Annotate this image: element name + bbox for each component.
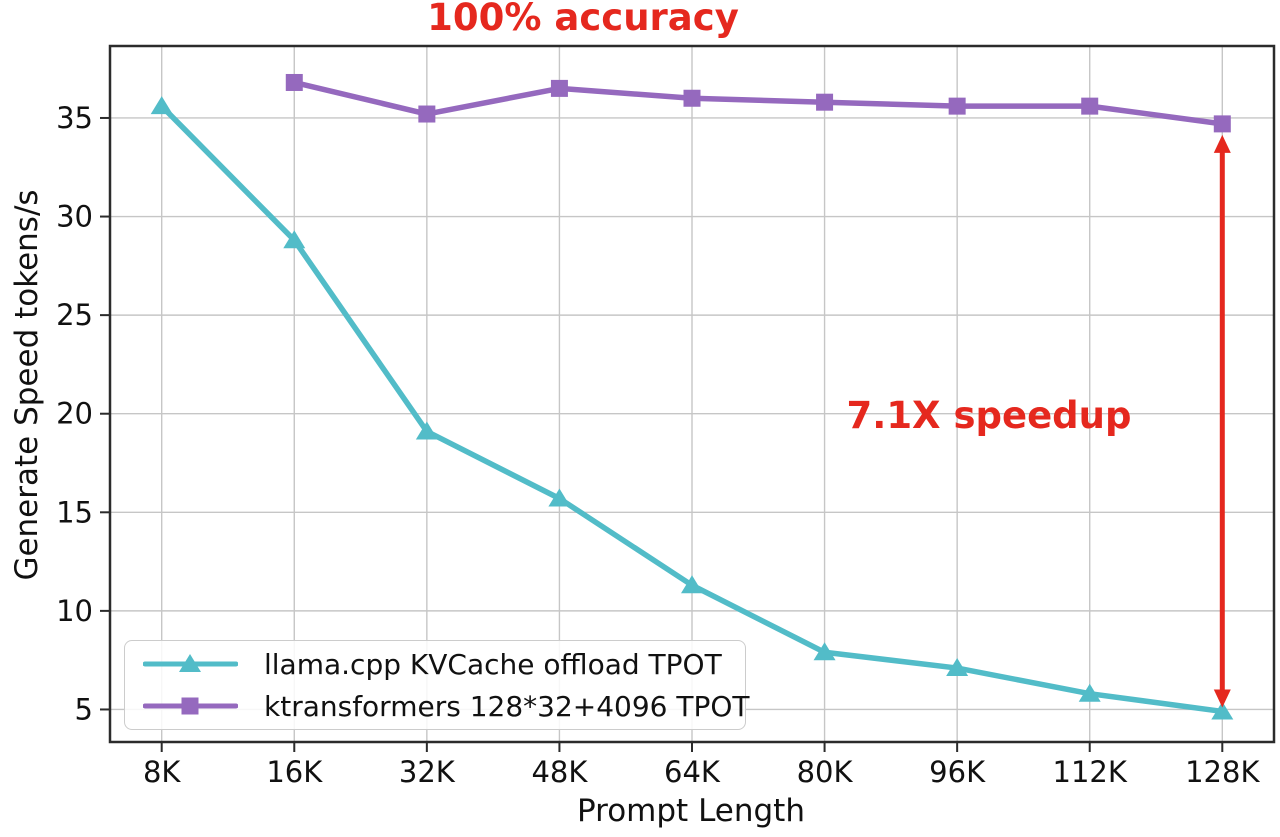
y-tick-label-35: 35 (56, 101, 93, 135)
y-tick-label-10: 10 (56, 594, 93, 628)
marker-square (816, 93, 834, 111)
x-tick-label-8K: 8K (143, 755, 181, 789)
x-tick-label-16K: 16K (266, 755, 323, 789)
x-tick-label-80K: 80K (797, 755, 854, 789)
y-tick-label-30: 30 (56, 200, 93, 234)
chart-title: 100% accuracy (427, 0, 739, 39)
speedup-arrow-head-up-icon (1213, 134, 1231, 153)
x-tick-label-112K: 112K (1053, 755, 1128, 789)
plot-border (108, 44, 1276, 744)
marker-square (1213, 115, 1231, 133)
marker-square (418, 105, 436, 123)
x-tick-label-128K: 128K (1185, 755, 1260, 789)
legend-label-llama: llama.cpp KVCache offload TPOT (264, 647, 722, 681)
x-tick-label-64K: 64K (664, 755, 721, 789)
marker-square (285, 73, 303, 91)
y-tick-label-5: 5 (75, 692, 93, 726)
x-tick-label-48K: 48K (531, 755, 588, 789)
y-axis-label: Generate Speed tokens/s (9, 189, 45, 581)
speedup-arrow-head-down-icon (1213, 689, 1231, 708)
marker-square (1081, 97, 1099, 115)
series-line-1 (291, 79, 1226, 127)
marker-triangle (548, 488, 571, 507)
x-tick-label-96K: 96K (929, 755, 986, 789)
legend-sample-marker-square (181, 697, 199, 715)
legend: llama.cpp KVCache offload TPOT ktransfor… (124, 640, 750, 730)
marker-square (550, 79, 568, 97)
marker-triangle (150, 96, 173, 115)
legend-item-llama: llama.cpp KVCache offload TPOT (143, 647, 745, 681)
marker-triangle (1211, 701, 1234, 720)
legend-ktransformers-line-square-icon (143, 697, 238, 715)
marker-triangle (681, 575, 703, 594)
legend-label-ktransformers: ktransformers 128*32+4096 TPOT (264, 689, 750, 723)
marker-square (683, 89, 701, 107)
marker-triangle (1078, 683, 1101, 702)
marker-triangle (813, 642, 836, 661)
speedup-annotation: 7.1X speedup (846, 394, 1132, 437)
y-tick-label-25: 25 (56, 298, 93, 332)
legend-llama-line-triangle-icon (143, 654, 238, 672)
y-tick-label-20: 20 (56, 397, 93, 431)
legend-sample-marker-triangle (179, 654, 201, 672)
marker-triangle (415, 421, 438, 440)
marker-square (948, 97, 966, 115)
x-axis-label: Prompt Length (577, 793, 805, 829)
legend-item-ktransformers: ktransformers 128*32+4096 TPOT (143, 689, 750, 723)
marker-triangle (946, 658, 969, 677)
marker-triangle (283, 230, 306, 249)
y-tick-label-15: 15 (56, 495, 93, 529)
x-tick-label-32K: 32K (399, 755, 456, 789)
